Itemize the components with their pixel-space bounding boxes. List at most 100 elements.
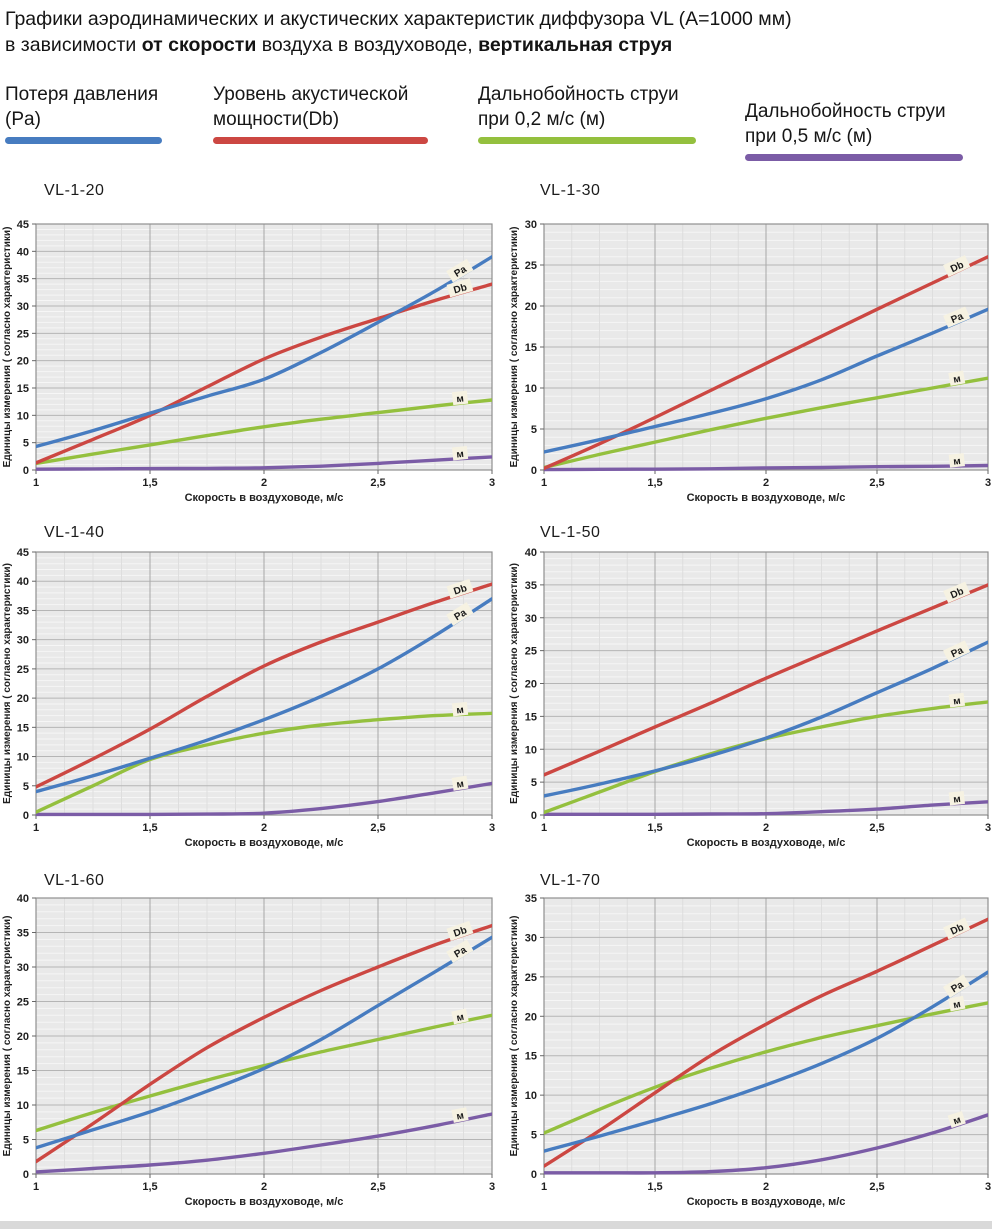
series-label-м: м	[451, 390, 469, 405]
x-tick-label: 2,5	[869, 1181, 884, 1193]
x-tick-label: 3	[489, 477, 495, 489]
y-tick-label: 5	[531, 1130, 537, 1142]
series-line-м	[544, 463, 988, 472]
svg-text:м: м	[456, 1110, 465, 1122]
x-tick-label: 1,5	[647, 477, 662, 489]
legend-label: Уровень акустической мощности(Db)	[213, 84, 409, 130]
svg-text:Db: Db	[452, 925, 468, 940]
chart-vl-1-70: VL-1-70 0 5 10 15 20 25 30 35 1 1,5 2 2,5 3 Скорость …	[496, 868, 992, 1219]
y-tick-label: 0	[23, 810, 29, 822]
x-tick-label: 1,5	[647, 1181, 662, 1193]
series-label-Db: Db	[943, 581, 971, 604]
x-tick-label: 2	[261, 1181, 267, 1193]
series-label-м: м	[451, 1107, 469, 1123]
series-label-м: м	[948, 692, 966, 708]
y-tick-label: 30	[17, 962, 29, 974]
svg-text:м: м	[456, 1012, 466, 1024]
y-axis-title: Единицы измерения ( согласно характерист…	[509, 227, 520, 468]
y-tick-label: 15	[525, 342, 537, 354]
chart-vl-1-60: VL-1-60 0 5 10 15 20 25 30 35 40 1 1,5 2 2,5 3 Скорост…	[0, 868, 496, 1219]
y-tick-label: 0	[23, 465, 29, 477]
x-tick-label: 1	[33, 1181, 39, 1193]
y-tick-label: 30	[525, 613, 537, 625]
chart-plot: 0 5 10 15 20 25 30 35 40 1 1,5 2 2,5 3 Скорость в возд…	[2, 894, 495, 1208]
series-line-Pa	[36, 255, 492, 449]
series-label-м: м	[451, 445, 469, 461]
x-tick-label: 2,5	[869, 822, 884, 834]
y-tick-label: 20	[17, 356, 29, 368]
y-tick-label: 0	[531, 810, 537, 822]
legend-label: Дальнобойность струи при 0,2 м/с (м)	[478, 84, 679, 130]
svg-text:Db: Db	[949, 586, 966, 601]
y-tick-label: 20	[525, 679, 537, 691]
chart-vl-1-50: VL-1-50 0 5 10 15 20 25 30 35 40 1 1,5 2 2,5 3 Скорост…	[496, 520, 992, 860]
y-tick-label: 40	[525, 547, 537, 559]
chart-title: VL-1-50	[540, 524, 601, 541]
x-tick-label: 1,5	[142, 477, 157, 489]
x-tick-label: 2,5	[370, 1181, 385, 1193]
series-label-м: м	[948, 453, 965, 468]
y-tick-label: 45	[17, 547, 29, 559]
svg-text:Db: Db	[452, 583, 468, 598]
y-tick-label: 40	[17, 246, 29, 258]
x-tick-label: 2	[261, 477, 267, 489]
y-tick-label: 30	[17, 301, 29, 313]
chart-vl-1-30: VL-1-30 0 5 10 15 20 25 30 1 1,5 2 2,5 3 Скорость в …	[496, 178, 992, 515]
series-line-Db	[36, 282, 492, 465]
series-line-м	[36, 398, 492, 466]
x-tick-label: 3	[985, 477, 991, 489]
series-line-Pa	[36, 597, 492, 794]
y-tick-label: 5	[23, 1135, 29, 1147]
series-label-м: м	[948, 995, 966, 1012]
chart-title: VL-1-20	[44, 182, 105, 199]
chart-title: VL-1-40	[44, 524, 105, 541]
y-tick-label: 5	[23, 438, 29, 450]
y-tick-label: 25	[525, 972, 537, 984]
x-tick-label: 2,5	[370, 477, 385, 489]
legend-swatch-green	[478, 137, 696, 144]
y-tick-label: 30	[525, 219, 537, 231]
y-tick-label: 5	[531, 777, 537, 789]
y-tick-label: 0	[531, 1169, 537, 1181]
series-line-м	[36, 1112, 492, 1174]
y-tick-label: 20	[525, 1011, 537, 1023]
series-label-Db: Db	[943, 255, 971, 278]
chart-plot: 0 5 10 15 20 25 30 35 40 45 1 1,5 2 2,5 3 Скорость в во…	[2, 547, 495, 849]
y-tick-label: 35	[17, 928, 29, 940]
series-label-Db: Db	[943, 917, 971, 940]
y-tick-label: 25	[525, 260, 537, 272]
legend-swatch-red	[213, 137, 428, 144]
y-tick-label: 40	[17, 894, 29, 905]
series-line-м	[36, 1013, 492, 1133]
y-tick-label: 25	[525, 646, 537, 658]
y-tick-label: 10	[525, 383, 537, 395]
y-tick-label: 15	[17, 383, 29, 395]
chart-title: VL-1-60	[44, 872, 105, 889]
y-tick-label: 10	[525, 1090, 537, 1102]
x-tick-label: 2	[763, 1181, 769, 1193]
x-tick-label: 3	[489, 822, 495, 834]
series-label-м: м	[451, 775, 469, 791]
page-title: Графики аэродинамических и акустических …	[5, 6, 985, 32]
series-line-Pa	[36, 935, 492, 1150]
series-label-Db: Db	[446, 920, 474, 941]
chart-vl-1-20: VL-1-20 0 5 10 15 20 25 30 35 40 45 1 1,5 2 2,5 3 Скоро…	[0, 178, 496, 515]
y-tick-label: 5	[531, 424, 537, 436]
legend-label: Потеря давления (Pa)	[5, 84, 159, 130]
title-line-1: Графики аэродинамических и акустических …	[5, 8, 792, 30]
svg-text:Db: Db	[949, 922, 966, 938]
chart-vl-1-40: VL-1-40 0 5 10 15 20 25 30 35 40 45 1 1,5 2 2,5 3 Скоро…	[0, 520, 496, 860]
chart-plot: 0 5 10 15 20 25 30 35 40 1 1,5 2 2,5 3 Скорость в возд…	[509, 547, 991, 849]
chart-title: VL-1-70	[540, 872, 601, 889]
legend-item-jet-throw-05: Дальнобойность струи при 0,5 м/с (м)	[745, 99, 977, 161]
x-tick-label: 1	[33, 822, 39, 834]
svg-text:Pa: Pa	[950, 311, 966, 326]
svg-text:м: м	[952, 999, 961, 1011]
legend-item-acoustic-power: Уровень акустической мощности(Db)	[213, 82, 453, 144]
series-line-Db	[544, 583, 988, 777]
y-tick-label: 15	[525, 711, 537, 723]
x-tick-label: 2	[763, 477, 769, 489]
y-axis-title: Единицы измерения ( согласно характерист…	[2, 227, 13, 468]
series-line-м	[544, 800, 988, 817]
svg-text:Pa: Pa	[949, 645, 965, 660]
